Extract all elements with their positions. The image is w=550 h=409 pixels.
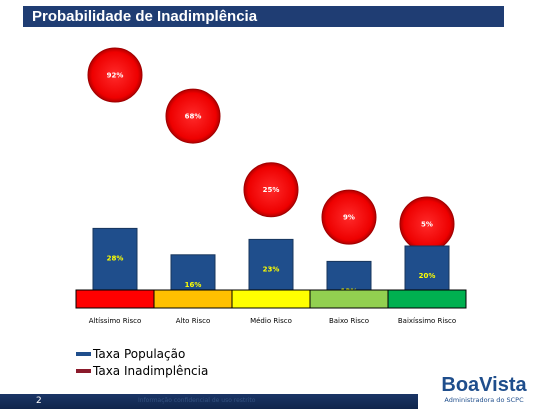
default-rate-bubble <box>321 189 377 245</box>
chart-legend: Taxa População Taxa Inadimplência <box>76 345 208 379</box>
population-bar <box>92 227 138 291</box>
risk-band <box>75 289 155 309</box>
footer-bar <box>0 394 418 409</box>
legend-label-inadimplencia: Taxa Inadimplência <box>93 363 209 378</box>
page-number: 2 <box>36 396 42 406</box>
default-rate-label: 5% <box>421 221 433 229</box>
default-rate-label: 92% <box>107 72 124 80</box>
category-label: Baixo Risco <box>329 317 369 325</box>
page-title: Probabilidade de Inadimplência <box>23 6 504 27</box>
population-bar-label: 23% <box>263 265 280 273</box>
population-bar-label: 28% <box>107 254 124 262</box>
default-rate-bubble <box>165 88 221 144</box>
inadimplencia-bubbles: 92% 68% 25% 9% 5% <box>87 47 455 252</box>
population-bar-label: 20% <box>419 272 436 280</box>
default-rate-label: 9% <box>343 214 355 222</box>
boavista-logo: BoaVista Administradora do SCPC <box>418 372 550 409</box>
risk-band <box>231 289 311 309</box>
category-label: Alto Risco <box>176 317 211 325</box>
risk-band <box>309 289 389 309</box>
footer-note: Informação confidencial de uso restrito <box>138 397 256 404</box>
risk-bands <box>75 289 467 309</box>
legend-label-populacao: Taxa População <box>93 346 186 361</box>
population-bar-label: 16% <box>185 281 202 289</box>
default-rate-label: 68% <box>185 113 202 121</box>
default-rate-label: 25% <box>263 186 280 194</box>
legend-item-inadimplencia: Taxa Inadimplência <box>76 362 208 379</box>
logo-name: BoaVista <box>441 374 527 396</box>
category-label: Baixíssimo Risco <box>398 317 456 325</box>
default-rate-bubble <box>87 47 143 103</box>
legend-swatch-inadimplencia <box>76 368 91 373</box>
category-labels: Altíssimo Risco Alto Risco Médio Risco Baix… <box>89 317 456 325</box>
logo-subtitle: Administradora do SCPC <box>444 396 524 404</box>
category-label: Altíssimo Risco <box>89 317 142 325</box>
default-rate-bubble <box>243 162 299 218</box>
population-bar <box>404 245 450 291</box>
populacao-bars: 28%16%23%13%20% <box>92 227 450 295</box>
legend-swatch-populacao <box>76 351 91 356</box>
population-bar <box>326 260 372 291</box>
category-label: Médio Risco <box>250 317 292 325</box>
risk-band <box>153 289 233 309</box>
risk-band <box>387 289 467 309</box>
legend-item-populacao: Taxa População <box>76 345 208 362</box>
